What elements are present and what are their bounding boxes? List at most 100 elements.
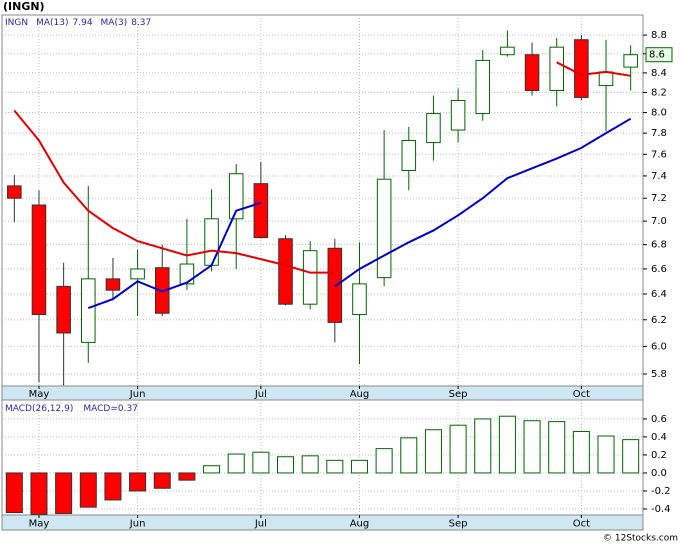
y-tick-label: 8.2 — [651, 87, 667, 98]
bar — [597, 435, 615, 474]
x-tick-label: Jun — [129, 519, 146, 530]
y-tick-label: 5.8 — [651, 369, 667, 380]
candle-body — [352, 283, 367, 316]
bar — [30, 472, 48, 515]
y-tick-label: 0.4 — [651, 432, 667, 443]
y-tick-label: 0.2 — [651, 450, 667, 461]
candle-body — [105, 278, 121, 291]
y-tick-label: 8.8 — [651, 30, 667, 41]
panel — [1, 399, 644, 516]
candle-body — [130, 268, 145, 280]
panel — [1, 14, 644, 387]
bar — [5, 472, 23, 514]
y-tick-label: 7.6 — [651, 149, 667, 160]
ma-line — [87, 117, 632, 310]
candle-body — [426, 113, 441, 144]
y-tick-label: 7.2 — [651, 193, 667, 204]
y-tick-label: 6.2 — [651, 315, 667, 326]
candle-body — [450, 99, 466, 131]
x-tick-label: Sep — [449, 389, 468, 400]
candle-body — [475, 59, 491, 115]
legend-title: MACD(26,12,9) — [5, 404, 73, 414]
candle-body — [302, 250, 318, 305]
ma-line — [13, 61, 631, 274]
x-tick-label: May — [29, 389, 50, 400]
bar — [375, 448, 393, 474]
candle-body — [574, 39, 589, 98]
candle-body — [278, 238, 293, 305]
bar — [400, 437, 418, 474]
x-tick-label: Jun — [129, 389, 146, 400]
x-tick-label: Oct — [573, 389, 590, 400]
y-tick-label: 8.0 — [651, 108, 667, 119]
y-tick-label: 6.8 — [651, 240, 667, 251]
candle-body — [376, 178, 392, 279]
candle-body — [524, 54, 540, 92]
candle-body — [500, 46, 515, 56]
candle-body — [179, 263, 195, 285]
bar — [572, 431, 590, 474]
legend-value: MACD=0.37 — [83, 404, 138, 414]
y-tick-label: 7.8 — [651, 128, 667, 139]
legend-value: 8.37 — [131, 18, 151, 28]
y-tick-label: -0.2 — [651, 486, 671, 497]
x-tick-label: Aug — [350, 389, 370, 400]
x-tick-label: Sep — [449, 519, 468, 530]
bar — [203, 465, 221, 474]
y-tick-label: 7.4 — [651, 171, 667, 182]
y-tick-label: -0.4 — [651, 504, 671, 515]
legend-name: MA(3) — [101, 18, 128, 28]
candle-body — [253, 183, 269, 239]
x-tick-label: Jul — [254, 519, 267, 530]
x-tick-label: Oct — [573, 519, 590, 530]
candle-body — [401, 139, 417, 171]
month-band — [1, 514, 644, 531]
x-tick-label: Aug — [350, 519, 370, 530]
candle-body — [81, 278, 96, 343]
bar — [129, 472, 147, 492]
bar — [424, 429, 442, 474]
candle-body — [549, 46, 564, 92]
bar — [153, 472, 171, 489]
y-tick-label: 0.0 — [651, 468, 667, 479]
bar — [178, 472, 196, 481]
bar — [104, 472, 122, 501]
legend-value: 7.94 — [73, 18, 93, 28]
legend-name: MA(13) — [36, 18, 68, 28]
footer: © 12Stocks.com — [603, 534, 678, 544]
last-price-box — [645, 47, 673, 63]
bar — [277, 456, 295, 474]
bar — [350, 459, 368, 474]
bar — [227, 453, 245, 474]
bar — [252, 451, 270, 474]
bar — [548, 421, 566, 474]
candle-body — [31, 204, 47, 316]
bar — [301, 455, 319, 474]
y-tick-label: 6.4 — [651, 289, 667, 300]
y-tick-label: 7.0 — [651, 216, 667, 227]
bar — [79, 472, 97, 508]
bar — [622, 439, 640, 474]
bar — [474, 418, 492, 474]
candle-body — [598, 71, 614, 87]
y-tick-label: 0.6 — [651, 414, 667, 425]
bar — [326, 459, 344, 474]
candle-body — [204, 218, 219, 266]
x-tick-label: May — [29, 519, 50, 530]
y-tick-label: 6.6 — [651, 264, 667, 275]
candle-body — [623, 54, 638, 68]
bar — [449, 424, 467, 474]
candle-body — [228, 173, 244, 220]
bar — [55, 472, 73, 514]
y-tick-label: 6.0 — [651, 341, 667, 352]
month-band — [1, 385, 644, 401]
last-price-label: 8.6 — [649, 50, 665, 61]
bar — [523, 420, 541, 474]
legend: INGN MA(13) 7.94 MA(3) 8.37 — [5, 18, 151, 28]
chart-title: (INGN) — [3, 0, 45, 13]
legend: MACD(26,12,9) MACD=0.37 — [5, 404, 138, 414]
x-tick-label: Jul — [254, 389, 267, 400]
y-tick-label: 8.4 — [651, 68, 667, 79]
candle-body — [56, 285, 71, 334]
